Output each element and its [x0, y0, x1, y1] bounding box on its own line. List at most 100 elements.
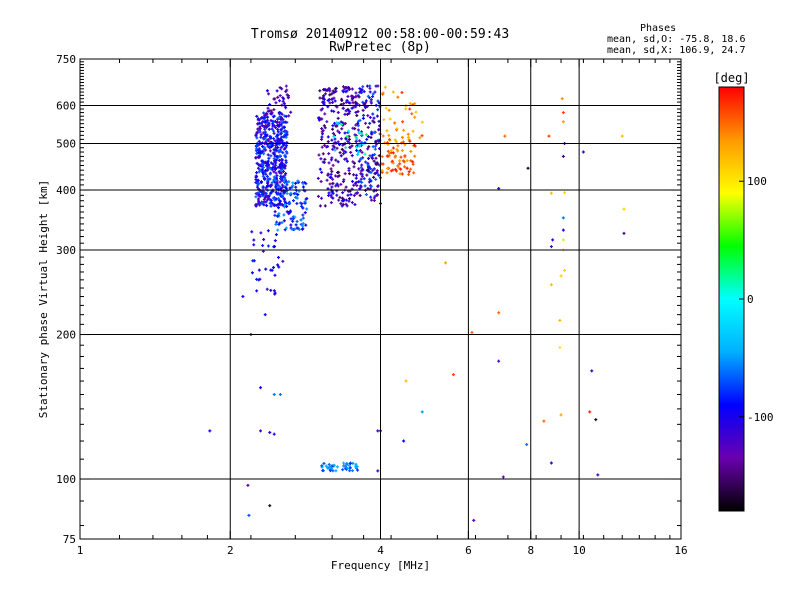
data-point — [340, 147, 344, 151]
data-point — [276, 214, 280, 218]
data-point — [265, 204, 269, 208]
data-point — [331, 177, 335, 181]
data-point — [356, 128, 360, 132]
data-point — [338, 151, 342, 155]
data-point — [384, 106, 388, 110]
data-point — [398, 162, 402, 166]
data-point — [342, 102, 346, 106]
data-point — [255, 136, 259, 140]
data-point — [279, 128, 283, 132]
data-point — [271, 166, 275, 170]
data-point — [399, 167, 403, 171]
data-point — [345, 89, 349, 93]
data-point — [341, 180, 345, 184]
data-point — [247, 513, 251, 517]
data-point — [396, 95, 400, 99]
data-point — [283, 228, 287, 232]
data-point — [369, 195, 373, 199]
x-tick-label: 10 — [572, 544, 585, 557]
data-point — [273, 213, 277, 217]
data-point — [347, 464, 351, 468]
data-point — [274, 222, 278, 226]
data-point — [285, 191, 289, 195]
data-point — [255, 130, 259, 134]
data-point — [261, 194, 265, 198]
data-point — [342, 149, 346, 153]
data-point — [257, 147, 261, 151]
data-point — [276, 130, 280, 134]
data-point — [260, 163, 264, 167]
data-point — [561, 120, 565, 124]
data-point — [374, 162, 378, 166]
data-point — [549, 245, 553, 249]
data-point — [372, 130, 376, 134]
data-point — [331, 181, 335, 185]
data-point — [388, 138, 392, 142]
data-point — [255, 277, 259, 281]
data-point — [359, 169, 363, 173]
data-point — [341, 468, 345, 472]
data-point — [257, 182, 261, 186]
data-point — [328, 465, 332, 469]
data-point — [369, 198, 373, 202]
data-point — [549, 283, 553, 287]
data-point — [255, 171, 259, 175]
data-point — [393, 155, 397, 159]
data-point — [271, 122, 275, 126]
data-point — [271, 196, 275, 200]
data-point — [396, 144, 400, 148]
data-point — [368, 84, 372, 88]
data-point — [387, 108, 391, 112]
data-point — [563, 191, 567, 195]
data-point — [332, 109, 336, 113]
data-point — [373, 194, 377, 198]
data-point — [262, 197, 266, 201]
data-point — [241, 295, 245, 299]
data-point — [208, 429, 212, 433]
data-point — [266, 180, 270, 184]
data-point — [344, 137, 348, 141]
data-point — [278, 393, 282, 397]
data-point — [269, 191, 273, 195]
data-point — [348, 469, 352, 473]
data-point — [374, 177, 378, 181]
colorbar-tick-label: -100 — [747, 411, 774, 424]
data-point — [282, 191, 286, 195]
data-point — [340, 98, 344, 102]
data-point — [273, 291, 277, 295]
data-point — [340, 127, 344, 131]
data-point — [256, 118, 260, 122]
data-point — [526, 166, 530, 170]
data-point — [563, 268, 567, 272]
data-point — [404, 379, 408, 383]
data-point — [355, 184, 359, 188]
data-point — [594, 418, 598, 422]
data-point — [280, 119, 284, 123]
data-point — [290, 185, 294, 189]
data-point — [346, 107, 350, 111]
data-point — [283, 130, 287, 134]
data-point — [391, 168, 395, 172]
data-point — [361, 85, 365, 89]
data-point — [265, 133, 269, 137]
data-point — [364, 101, 368, 105]
data-point — [503, 134, 507, 138]
data-point — [352, 193, 356, 197]
data-point — [350, 87, 354, 91]
data-point — [337, 131, 341, 135]
data-point — [345, 159, 349, 163]
data-point — [266, 106, 270, 110]
data-point — [341, 143, 345, 147]
data-point — [354, 191, 358, 195]
data-point — [346, 129, 350, 133]
x-tick-label: 1 — [77, 544, 84, 557]
data-point — [270, 127, 274, 131]
data-point — [372, 116, 376, 120]
data-point — [366, 168, 370, 172]
data-point — [284, 159, 288, 163]
data-point — [322, 94, 326, 98]
data-point — [279, 169, 283, 173]
data-point — [346, 193, 350, 197]
data-point — [354, 173, 358, 177]
data-point — [274, 233, 278, 237]
